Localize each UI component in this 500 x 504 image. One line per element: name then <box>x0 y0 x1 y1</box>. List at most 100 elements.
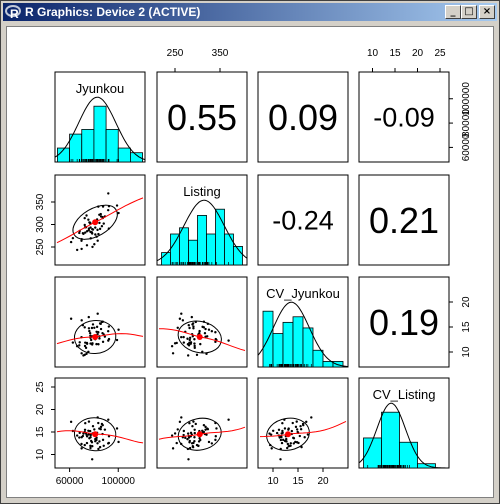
title-bar[interactable]: R R Graphics: Device 2 (ACTIVE) _ □ × <box>3 3 497 21</box>
scatter-point <box>69 317 73 320</box>
tick-label: 20 <box>412 48 424 59</box>
scatter-point <box>91 228 95 231</box>
scatter-point <box>117 440 120 444</box>
scatter-point <box>81 232 85 235</box>
scatter-point <box>69 420 73 424</box>
tick-label: 10 <box>35 449 46 461</box>
scatter-point <box>214 435 217 438</box>
panel-frame-3-1 <box>156 377 248 469</box>
scatter-point <box>101 438 105 442</box>
tick-label: 15 <box>35 426 46 438</box>
scatter-point <box>193 346 196 350</box>
scatter-point <box>97 331 100 334</box>
scatter-point <box>187 458 190 461</box>
scatter-point <box>84 341 87 344</box>
scatter-point <box>186 432 190 435</box>
scatter-point <box>180 416 183 419</box>
scatter-point <box>201 325 204 329</box>
scatter-point <box>83 344 87 348</box>
scatter-point <box>193 431 196 435</box>
scatter-point <box>280 441 284 445</box>
panel-frame-2-3 <box>358 276 450 368</box>
scatter-point <box>187 323 190 327</box>
scatter-point <box>96 239 99 242</box>
scatter-point <box>206 427 209 430</box>
scatter-point <box>115 427 119 430</box>
scatter-point <box>85 244 89 247</box>
scatter-point <box>85 352 88 356</box>
scatter-point <box>198 437 201 440</box>
scatter-point <box>305 420 308 424</box>
tick-label: 300 <box>35 216 46 233</box>
scatter-point <box>71 236 75 240</box>
minimize-button[interactable]: _ <box>445 5 461 19</box>
scatter-point <box>188 326 191 330</box>
scatter-point <box>202 423 206 427</box>
scatter-point <box>171 352 175 355</box>
scatter-point <box>188 439 191 443</box>
scatter-point <box>194 422 197 426</box>
scatter-point <box>90 326 94 330</box>
scatter-point <box>188 336 192 340</box>
scatter-point <box>193 428 196 431</box>
mean-point <box>196 431 203 438</box>
scatter-point <box>176 428 179 431</box>
tick-label: 100000 <box>461 82 472 116</box>
scatter-point <box>297 441 300 445</box>
close-button[interactable]: × <box>479 5 495 19</box>
scatter-point <box>90 458 94 461</box>
scatter-point <box>99 425 103 429</box>
histogram-bar <box>312 349 324 368</box>
scatter-point <box>69 240 73 244</box>
scatter-point <box>207 328 211 331</box>
scatter-point <box>94 233 97 236</box>
scatter-point <box>193 342 196 345</box>
scatter-point <box>171 447 175 450</box>
scatter-point <box>80 442 83 446</box>
scatter-point <box>277 428 281 431</box>
scatter-point <box>175 341 178 345</box>
scatter-point <box>187 436 191 439</box>
scatter-point <box>97 421 100 425</box>
density-curve <box>257 301 349 367</box>
correlation-value: -0.24 <box>272 206 334 236</box>
scatter-point <box>88 331 92 335</box>
scatter-point <box>78 341 81 344</box>
scatter-point <box>284 440 287 443</box>
scatter-point <box>187 344 191 347</box>
scatter-point <box>98 337 101 340</box>
scatter-point <box>80 247 83 251</box>
tick-label: 15 <box>461 321 472 333</box>
maximize-button[interactable]: □ <box>461 5 477 19</box>
variable-label: CV_Jyunkou <box>266 286 340 301</box>
scatter-point <box>84 231 87 234</box>
scatter-point <box>93 243 96 246</box>
scatter-point <box>85 441 89 445</box>
histogram-bar <box>224 233 234 266</box>
scatter-point <box>103 428 107 431</box>
scatter-point <box>290 429 294 433</box>
scatter-point <box>191 425 194 428</box>
scatter-point <box>299 428 303 431</box>
scatter-point <box>197 444 200 448</box>
scatter-point <box>99 327 103 331</box>
window-title: R Graphics: Device 2 (ACTIVE) <box>25 5 201 19</box>
scatter-point <box>201 350 204 354</box>
tick-label: 15 <box>292 476 304 487</box>
panel-frame-1-3 <box>358 174 450 266</box>
scatter-point <box>88 221 91 224</box>
scatter-point <box>285 437 288 441</box>
histogram-bar <box>381 411 400 469</box>
density-curve <box>156 199 248 262</box>
tick-label: 10 <box>267 476 279 487</box>
scatter-point <box>89 338 93 342</box>
scatter-point <box>186 337 189 340</box>
scatter-point <box>193 338 196 341</box>
scatter-point <box>193 344 196 348</box>
mean-point <box>285 431 291 438</box>
panel-frame-2-1 <box>156 276 248 368</box>
tick-label: 25 <box>434 48 446 59</box>
scatter-point <box>178 317 182 320</box>
scatter-point <box>281 422 284 425</box>
